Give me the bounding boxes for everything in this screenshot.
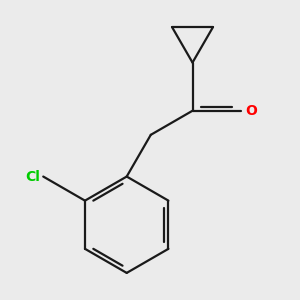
- Text: O: O: [245, 104, 257, 118]
- Text: Cl: Cl: [25, 169, 40, 184]
